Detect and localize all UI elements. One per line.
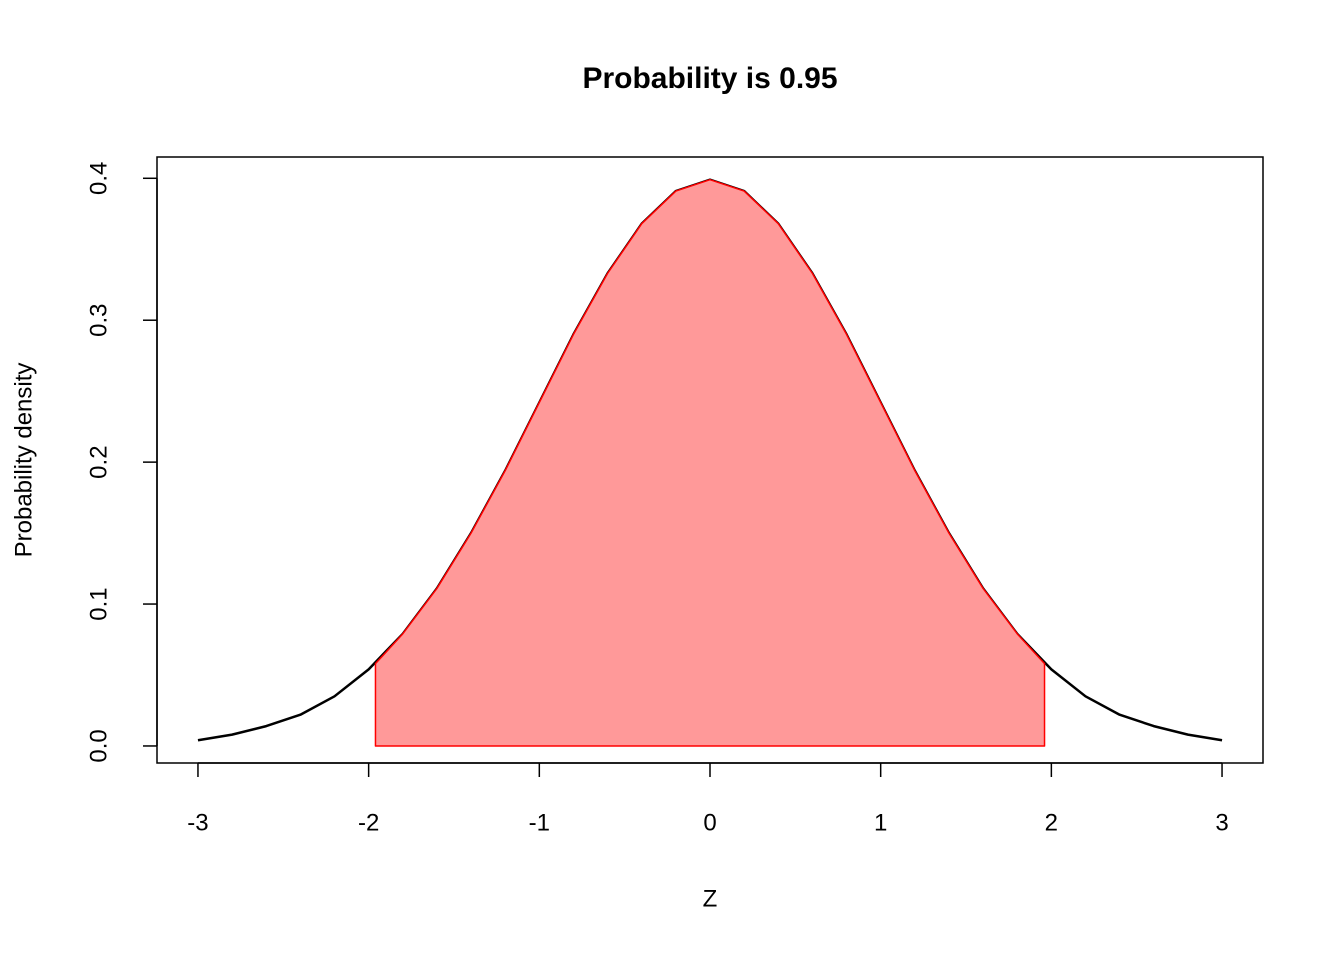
shaded-area <box>374 178 1046 747</box>
x-tick-label: -3 <box>187 809 208 836</box>
x-tick-label: 3 <box>1215 809 1228 836</box>
y-tick-label: 0.0 <box>85 729 112 762</box>
chart-title: Probability is 0.95 <box>582 62 837 95</box>
x-tick-label: -1 <box>529 809 550 836</box>
y-axis-label: Probability density <box>10 363 37 558</box>
y-tick-label: 0.2 <box>85 445 112 478</box>
x-tick-label: 1 <box>874 809 887 836</box>
y-tick-label: 0.4 <box>85 162 112 195</box>
x-tick-label: -2 <box>358 809 379 836</box>
x-tick-label: 0 <box>703 809 716 836</box>
x-axis-label: Z <box>703 885 718 912</box>
y-tick-label: 0.3 <box>85 304 112 337</box>
x-tick-label: 2 <box>1045 809 1058 836</box>
y-tick-label: 0.1 <box>85 587 112 620</box>
